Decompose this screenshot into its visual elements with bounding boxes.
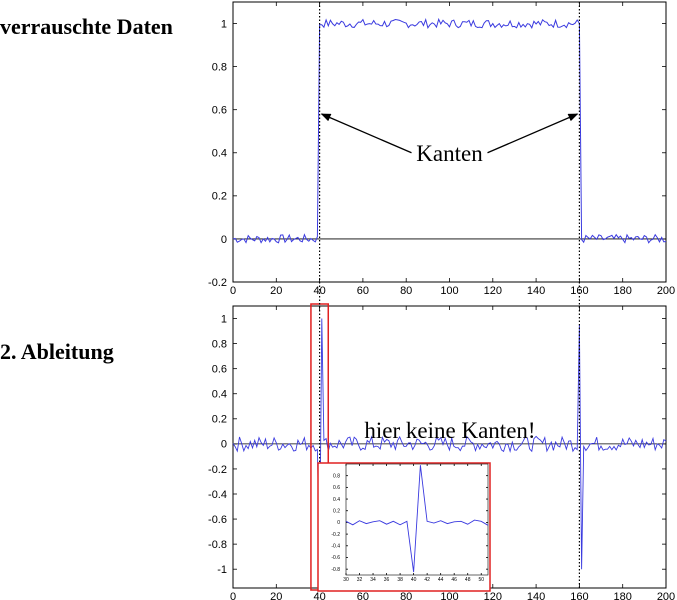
inset-zoom-xtick-label: 36 — [384, 577, 390, 583]
inset-zoom-ytick-label: -0.4 — [331, 544, 340, 550]
second-derivative-ytick-label: 0.6 — [212, 364, 227, 376]
noisy-data-xtick-label: 180 — [614, 285, 632, 297]
noisy-data-xtick-label: 120 — [484, 285, 502, 297]
noisy-data-xtick-label: 160 — [570, 285, 588, 297]
second-derivative-xtick-label: 200 — [657, 591, 675, 600]
second-derivative-ytick-label: -0.6 — [208, 514, 227, 526]
noisy-data-line — [232, 17, 667, 244]
noisy-data-xtick-label: 200 — [657, 285, 675, 297]
noisy-data-xtick-label: 100 — [440, 285, 458, 297]
inset-zoom-xtick-label: 44 — [438, 577, 444, 583]
second-derivative-xtick-label: 180 — [614, 591, 632, 600]
noisy-data-ytick-label: 0.8 — [212, 61, 227, 73]
inset-zoom-xtick-label: 46 — [451, 577, 457, 583]
inset-zoom-xtick-label: 34 — [370, 577, 376, 583]
inset-zoom-ytick-label: -0.8 — [331, 567, 340, 573]
edges-annotation: Kanten — [416, 141, 483, 166]
inset-zoom-ytick-label: 0.6 — [333, 485, 340, 491]
second-derivative-xtick-label: 80 — [400, 591, 412, 600]
second-derivative-xtick-label: 160 — [570, 591, 588, 600]
noisy-data-xtick-label: 60 — [357, 285, 369, 297]
noisy-data-xtick-label: 140 — [527, 285, 545, 297]
noisy-data-ytick-label: 0 — [221, 234, 227, 246]
second-derivative-xtick-label: 140 — [527, 591, 545, 600]
noisy-data-ytick-label: 0.4 — [212, 148, 227, 160]
second-derivative-line — [232, 318, 667, 570]
second-derivative-ytick-label: 0.2 — [212, 414, 227, 426]
second-derivative-xtick-label: 100 — [440, 591, 458, 600]
inset-zoom-xtick-label: 38 — [397, 577, 403, 583]
second-derivative-xtick-label: 0 — [230, 591, 236, 600]
second-derivative-ytick-label: -0.8 — [208, 539, 227, 551]
noisy-data-xtick-label: 40 — [313, 285, 325, 297]
inset-line — [345, 465, 489, 573]
bottom-row-label: 2. Ableitung — [0, 339, 114, 364]
inset-zoom-xtick-label: 30 — [343, 577, 349, 583]
inset-zoom-ytick-label: 0.2 — [333, 508, 340, 514]
noisy-data-ytick-label: 1 — [221, 18, 227, 30]
second-derivative-ytick-label: 1 — [221, 313, 227, 325]
noisy-data-xtick-label: 80 — [400, 285, 412, 297]
no-edges-annotation: hier keine Kanten! — [364, 418, 535, 443]
second-derivative-xtick-label: 40 — [313, 591, 325, 600]
noisy-data-xtick-label: 20 — [270, 285, 282, 297]
second-derivative-ytick-label: -0.4 — [208, 489, 227, 501]
inset-zoom-ytick-label: 0 — [337, 520, 340, 526]
top-row-label: verrauschte Daten — [0, 14, 173, 39]
noisy-data-ytick-label: 0.2 — [212, 191, 227, 203]
second-derivative-ytick-label: -0.2 — [208, 464, 227, 476]
noisy-data-xtick-label: 0 — [230, 285, 236, 297]
second-derivative-ytick-label: 0.4 — [212, 389, 227, 401]
edge-arrow-right — [487, 113, 579, 154]
inset-zoom-ytick-label: 0.8 — [333, 473, 340, 479]
inset-zoom-xtick-label: 48 — [465, 577, 471, 583]
inset-zoom-xtick-label: 50 — [478, 577, 484, 583]
second-derivative-ytick-label: 0 — [221, 439, 227, 451]
second-derivative-xtick-label: 20 — [270, 591, 282, 600]
inset-zoom-ytick-label: 0.4 — [333, 497, 340, 503]
noisy-data-ytick-label: -0.2 — [208, 277, 227, 289]
inset-zoom-ytick-label: -0.6 — [331, 555, 340, 561]
noisy-data-ytick-label: 0.6 — [212, 105, 227, 117]
edge-arrow-left — [320, 113, 412, 154]
inset-zoom-ytick-label: -0.2 — [331, 532, 340, 538]
second-derivative-xtick-label: 120 — [484, 591, 502, 600]
second-derivative-xtick-label: 60 — [357, 591, 369, 600]
inset-zoom-xtick-label: 40 — [411, 577, 417, 583]
second-derivative-ytick-label: 0.8 — [212, 338, 227, 350]
inset-zoom-xtick-label: 42 — [424, 577, 430, 583]
inset-zoom-xtick-label: 32 — [357, 577, 363, 583]
second-derivative-ytick-label: -1 — [217, 564, 227, 576]
